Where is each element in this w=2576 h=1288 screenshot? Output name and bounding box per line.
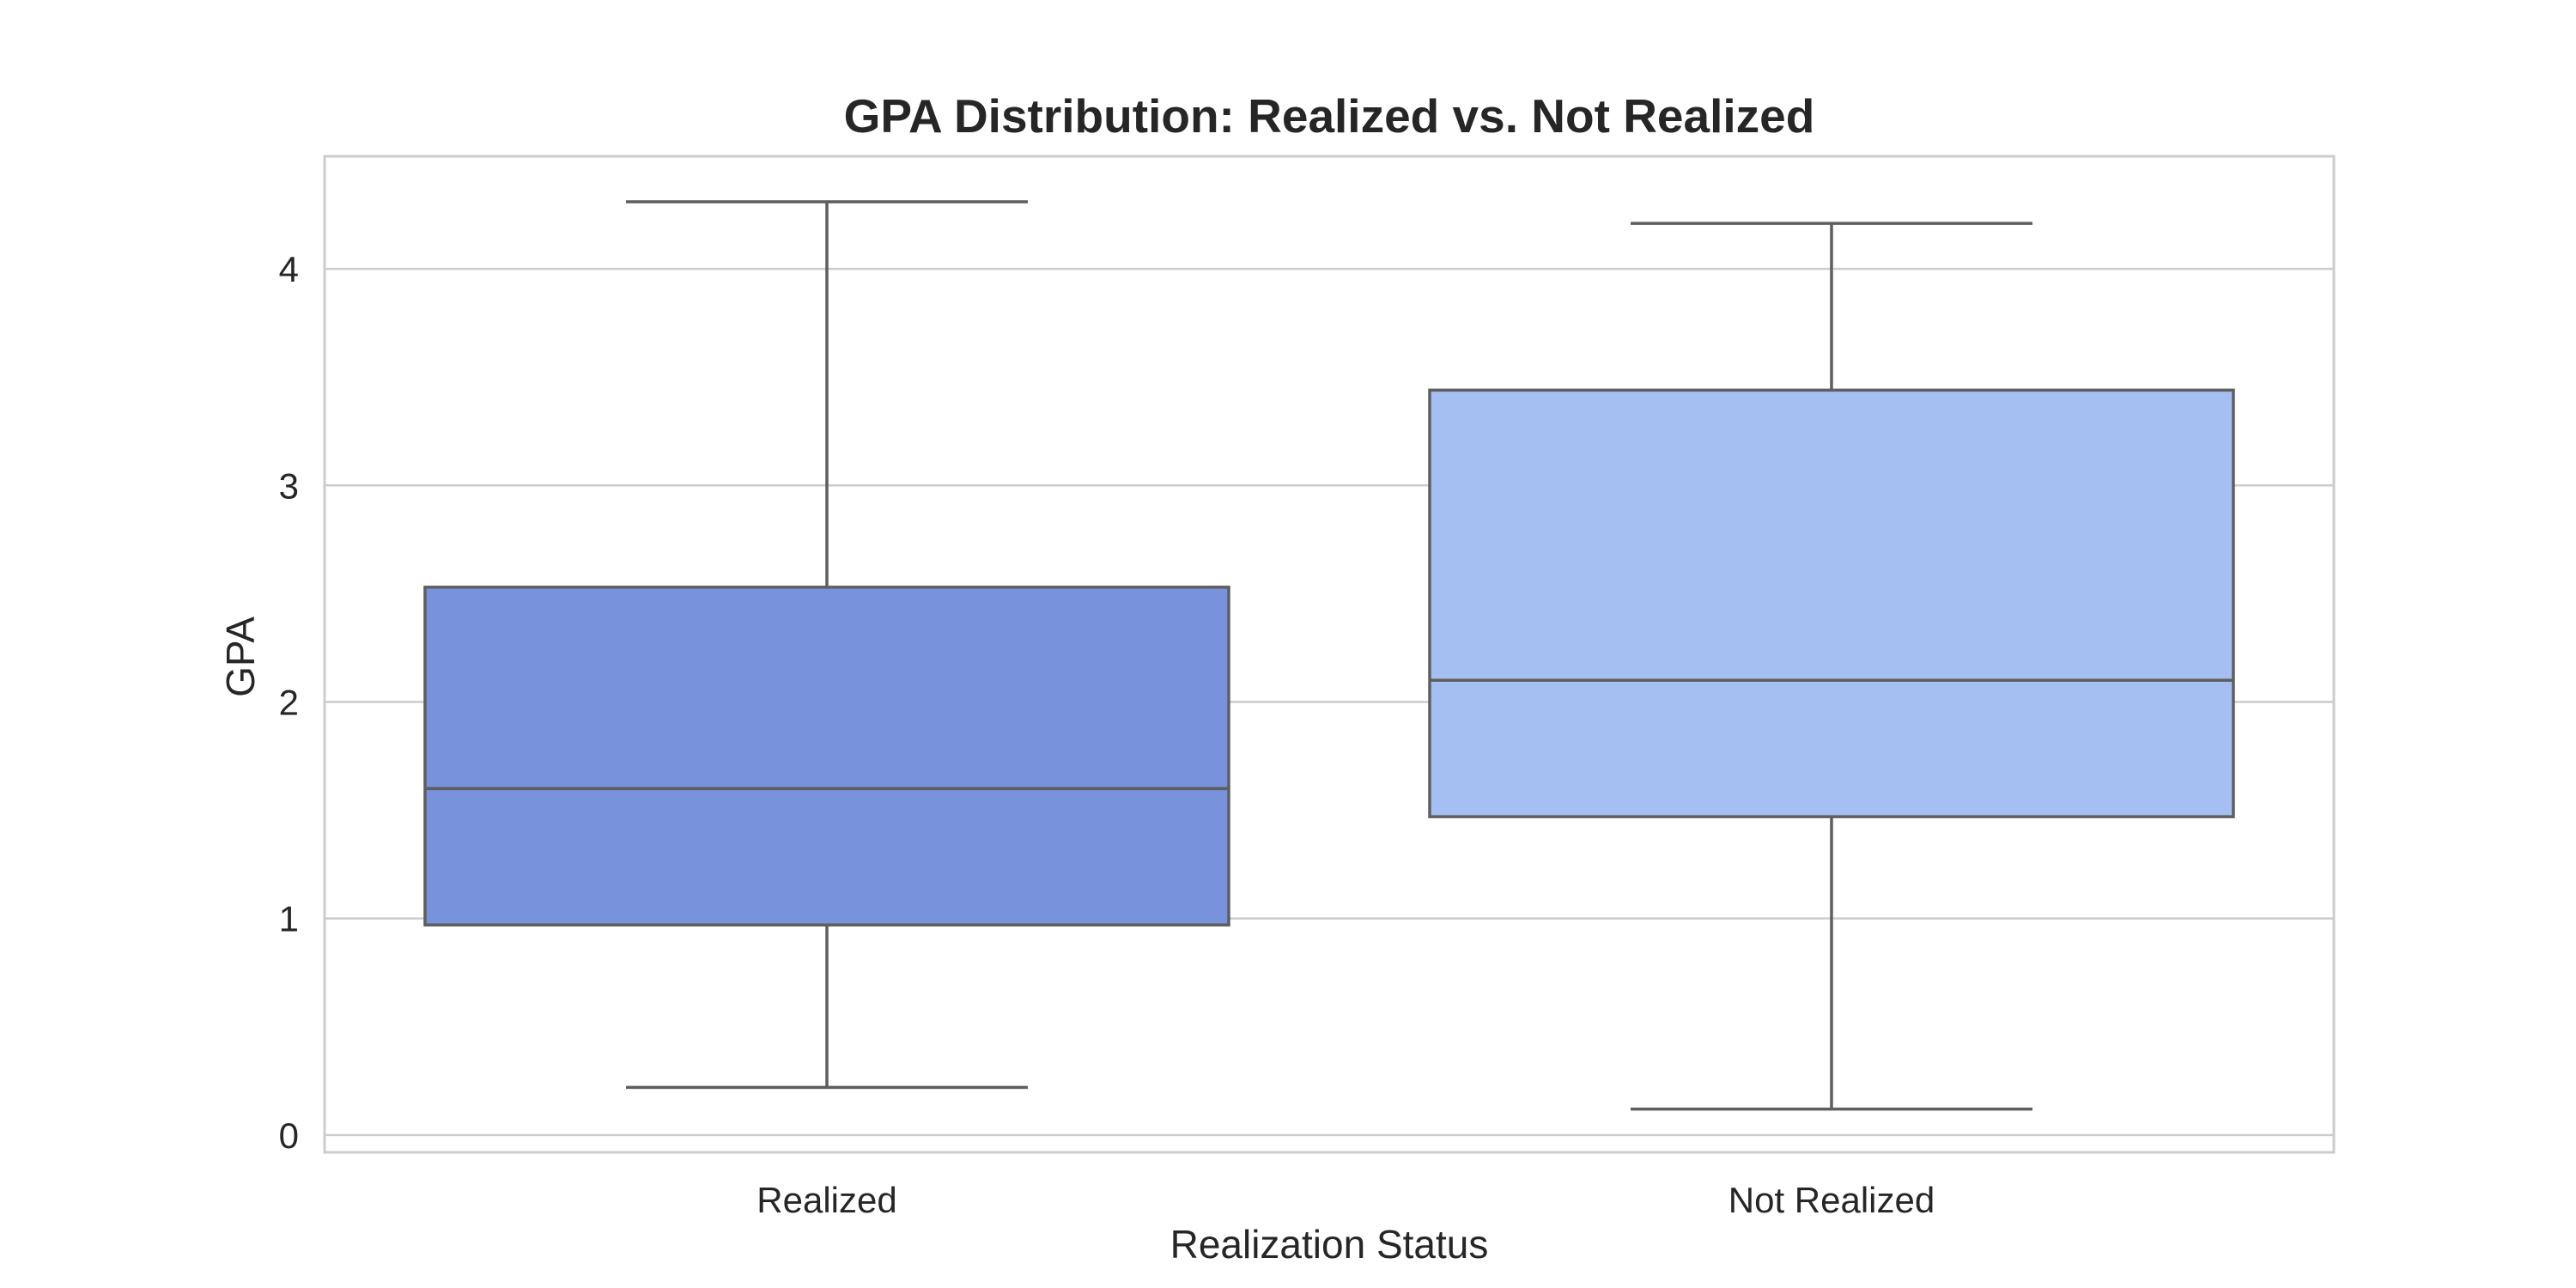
box-iqr bbox=[1428, 388, 2235, 818]
box-series bbox=[423, 200, 2235, 1111]
plot-frame bbox=[323, 155, 2336, 1154]
box-group bbox=[1428, 222, 2235, 1111]
x-tick-label: Not Realized bbox=[1728, 1180, 1935, 1220]
x-axis-label: Realization Status bbox=[1170, 1222, 1489, 1267]
axis-ticks: 0 1 2 3 4 Realized Not Realized bbox=[279, 249, 1935, 1220]
y-tick-label: 3 bbox=[279, 465, 299, 506]
box-iqr bbox=[423, 586, 1230, 927]
x-tick-label: Realized bbox=[756, 1180, 896, 1220]
y-tick-label: 4 bbox=[279, 249, 299, 289]
y-tick-label: 2 bbox=[279, 682, 299, 722]
box-group bbox=[423, 200, 1230, 1090]
y-tick-label: 1 bbox=[279, 899, 299, 939]
y-axis-label: GPA bbox=[218, 617, 263, 697]
chart-title: GPA Distribution: Realized vs. Not Reali… bbox=[844, 89, 1815, 143]
y-tick-label: 0 bbox=[279, 1115, 299, 1156]
